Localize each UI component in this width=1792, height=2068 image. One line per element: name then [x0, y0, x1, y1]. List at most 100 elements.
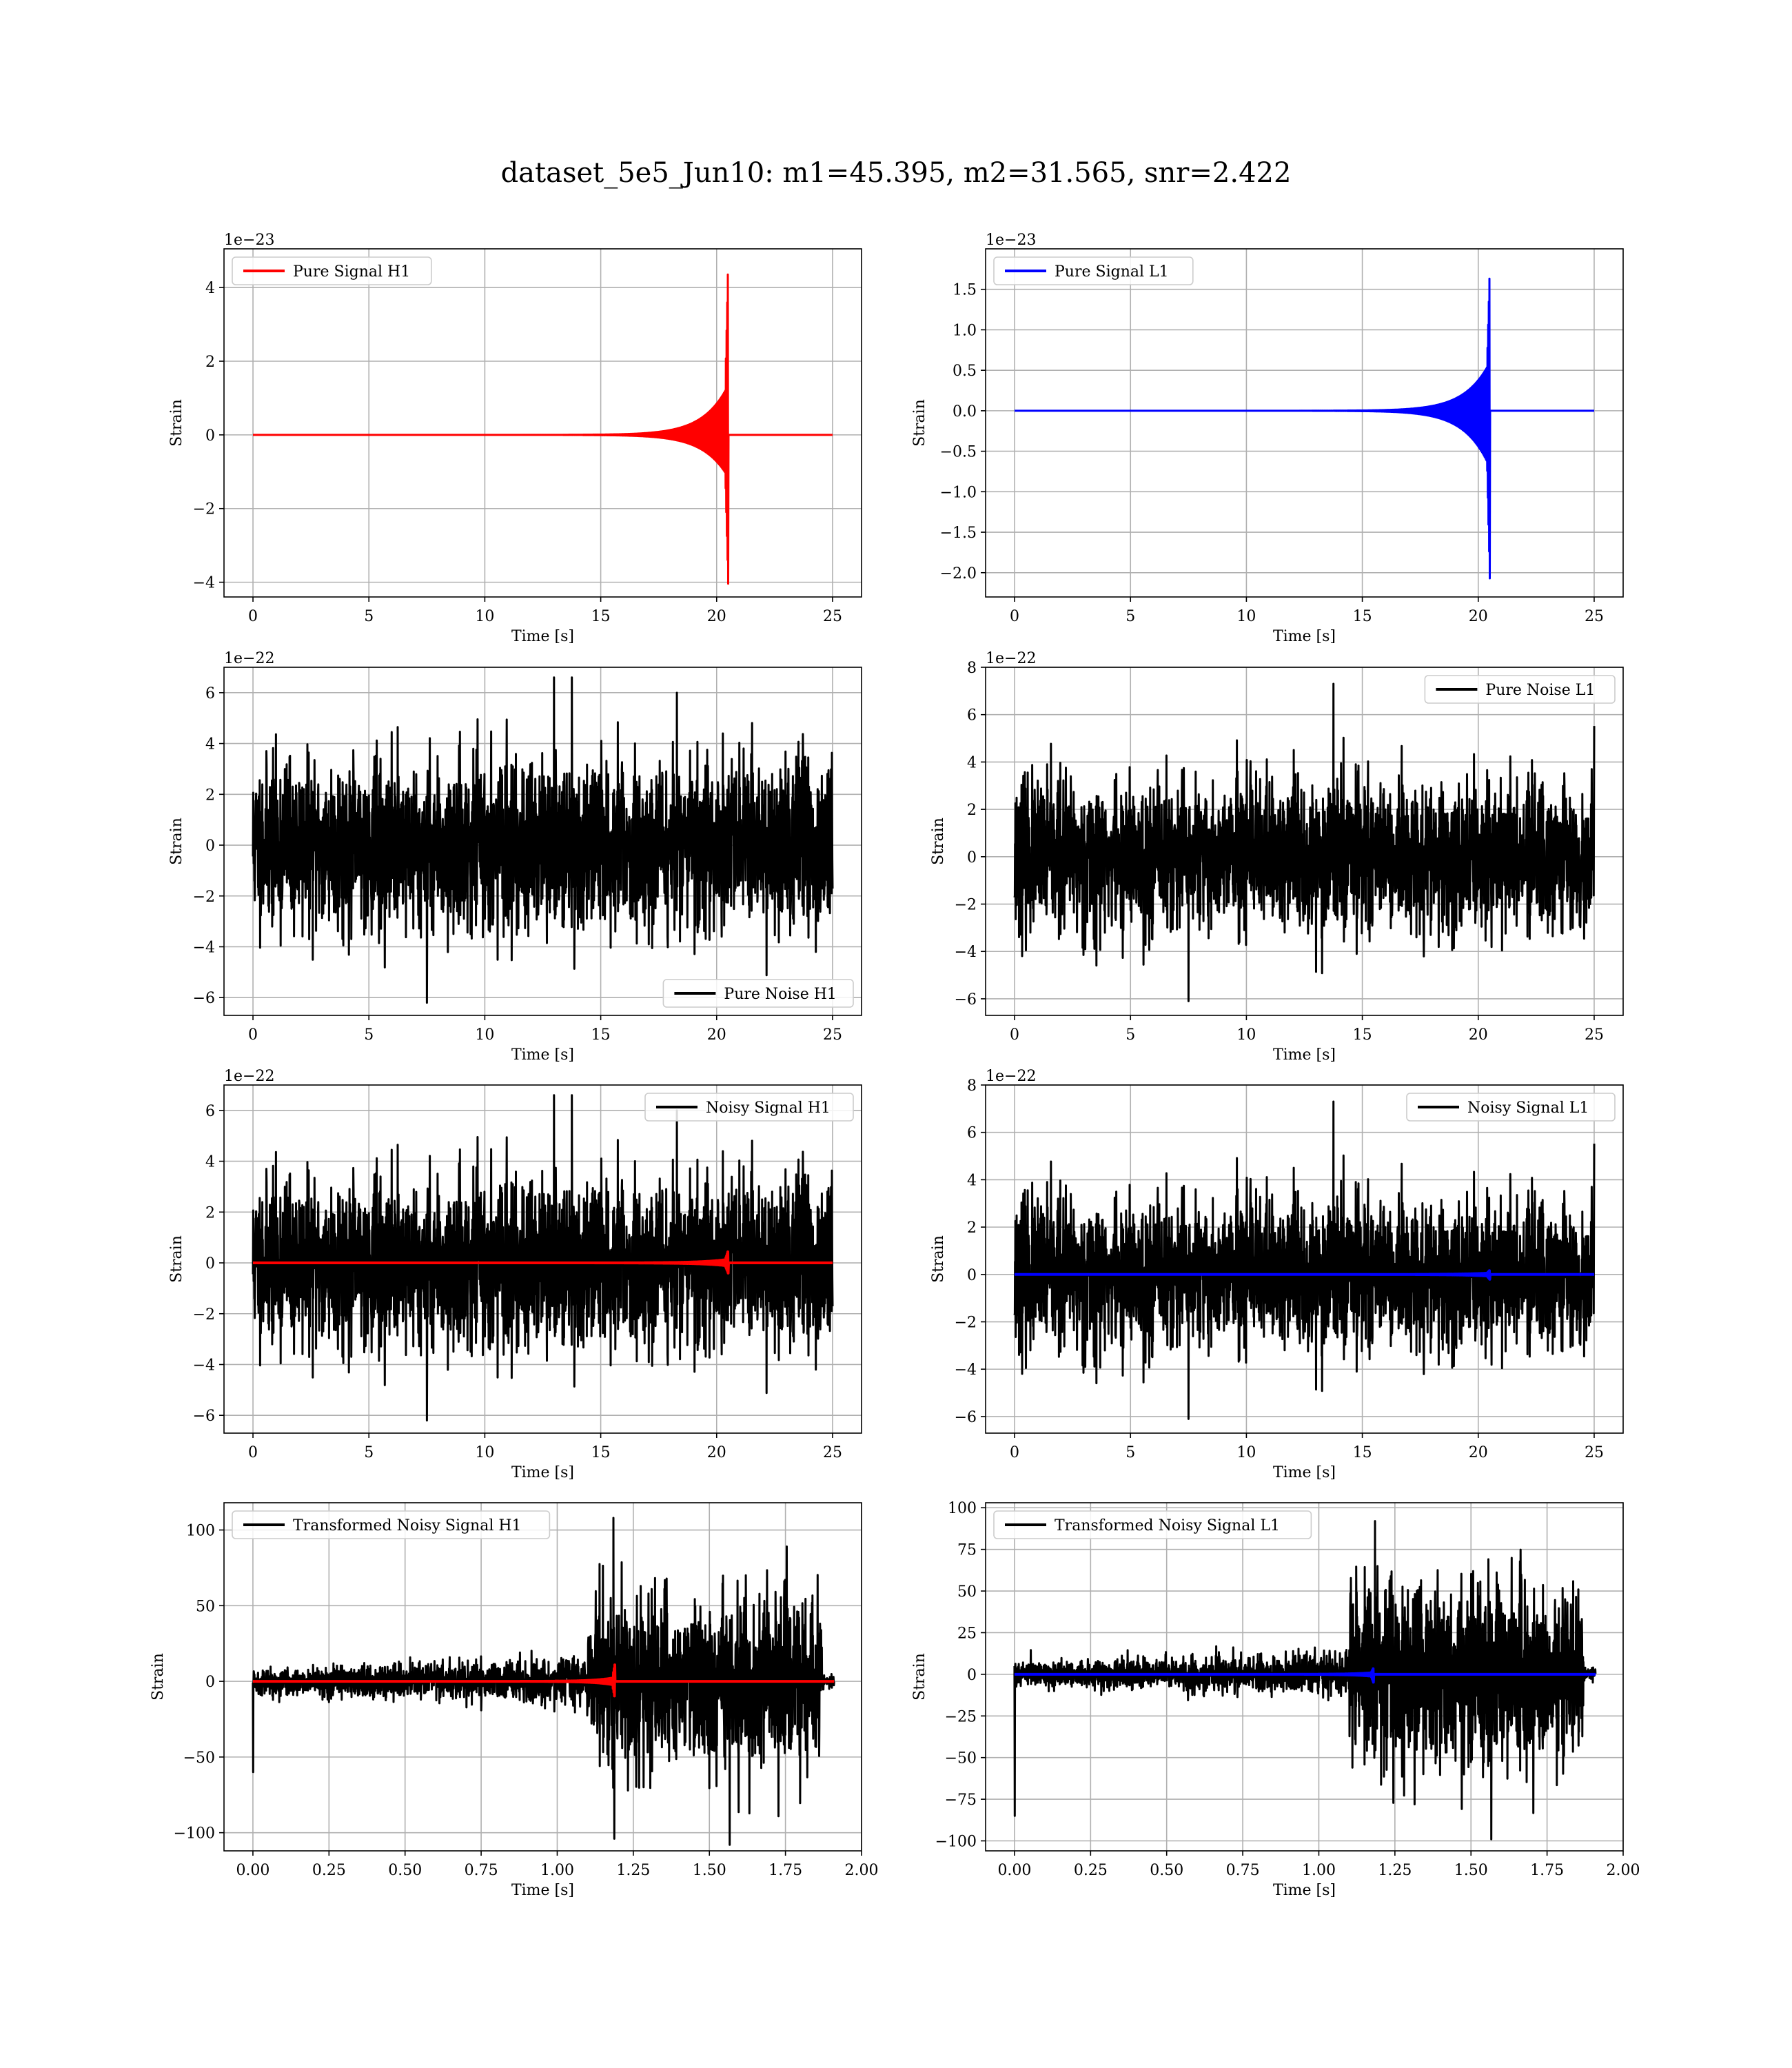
y-tick-label: −6	[193, 990, 215, 1007]
y-tick-label: −100	[935, 1834, 977, 1851]
legend-transformed-noisy-signal-h1: Transformed Noisy Signal H1	[232, 1510, 551, 1539]
y-tick-label: −4	[193, 939, 215, 956]
y-tick-label: −2.0	[940, 565, 977, 582]
x-tick-label: 10	[475, 608, 494, 625]
ticks-pure-noise-l1: 0 5 10 15 20 25 −6 −4 −2 0 2 4 6 8	[955, 660, 1604, 1044]
y-axis-label: Strain	[168, 399, 185, 447]
x-tick-label: 1.00	[540, 1862, 574, 1879]
y-tick-label: 6	[205, 685, 215, 702]
x-tick-label: 2.00	[1607, 1862, 1640, 1879]
y-axis-label: Strain	[168, 818, 185, 865]
y-tick-label: 0	[205, 427, 215, 445]
x-tick-label: 1.50	[1454, 1862, 1488, 1879]
x-tick-label: 10	[1236, 608, 1256, 625]
legend-label: Pure Noise L1	[1485, 682, 1595, 699]
x-tick-label: 1.50	[693, 1862, 726, 1879]
y-tick-label: −4	[193, 1357, 215, 1374]
series-line-pure-noise-h1-0	[252, 676, 834, 1004]
x-axis-label: Time [s]	[1273, 628, 1336, 645]
x-tick-label: 0	[1010, 1026, 1019, 1044]
y-tick-label: −4	[955, 944, 977, 961]
x-tick-label: 5	[1126, 608, 1135, 625]
axes-frame-transformed-noisy-signal-h1	[223, 1502, 862, 1852]
y-tick-label: −1.5	[940, 525, 977, 542]
series-line-transformed-noisy-signal-l1-0	[1013, 1520, 1597, 1841]
y-tick-label: 100	[948, 1500, 977, 1517]
x-tick-label: 20	[1469, 1444, 1488, 1461]
subplot-pure-signal-l1: 0 5 10 15 20 25 −2.0 −1.5 −1.0 −0.5 0.0 0.5 1.0 1.5 1e…	[911, 232, 1624, 645]
x-tick-label: 10	[1236, 1444, 1256, 1461]
x-tick-label: 10	[1236, 1026, 1256, 1044]
legend-pure-signal-h1: Pure Signal H1	[232, 256, 432, 285]
series-line-noisy-signal-l1-1	[1013, 1269, 1596, 1281]
x-tick-label: 5	[1126, 1026, 1135, 1044]
legend-label: Pure Noise H1	[724, 986, 837, 1003]
y-tick-label: 1.5	[953, 282, 977, 299]
y-tick-label: −4	[193, 575, 215, 592]
legend-box	[1406, 1093, 1616, 1122]
y-tick-label: 75	[957, 1542, 977, 1559]
axes-frame-noisy-signal-h1	[223, 1084, 862, 1434]
series-line-pure-signal-l1-0	[1014, 277, 1595, 580]
series-line-pure-signal-h1-0	[252, 273, 833, 585]
legend-box	[993, 256, 1194, 285]
y-tick-label: 0	[205, 1674, 215, 1691]
exponent-label: 1e−22	[224, 1068, 274, 1085]
axes-frame-pure-noise-h1	[223, 667, 862, 1016]
y-tick-label: −6	[193, 1408, 215, 1425]
legend-label: Noisy Signal L1	[1467, 1099, 1589, 1117]
x-tick-label: 0	[248, 1444, 258, 1461]
series-line-noisy-signal-h1-1	[252, 1250, 834, 1275]
x-tick-label: 1.00	[1302, 1862, 1336, 1879]
x-tick-label: 0	[248, 608, 258, 625]
subplot-transformed-noisy-signal-l1: 0.00 0.25 0.50 0.75 1.00 1.25 1.50 1.75 2.00 −100…	[911, 1500, 1640, 1899]
y-tick-label: 4	[205, 1154, 215, 1171]
y-tick-label: 0	[967, 849, 977, 866]
legend-pure-noise-h1: Pure Noise H1	[662, 979, 854, 1008]
x-tick-label: 15	[591, 608, 611, 625]
y-tick-label: 2	[205, 787, 215, 804]
x-tick-label: 20	[707, 1444, 726, 1461]
y-tick-label: −6	[955, 1409, 977, 1426]
y-axis-label: Strain	[930, 818, 947, 865]
x-axis-label: Time [s]	[511, 1464, 574, 1481]
x-tick-label: 0.50	[1150, 1862, 1183, 1879]
series-group-transformed-noisy-signal-h1	[252, 1517, 835, 1846]
x-tick-label: 25	[1585, 608, 1604, 625]
x-tick-label: 5	[1126, 1444, 1135, 1461]
x-tick-label: 20	[707, 608, 726, 625]
y-tick-label: 2	[967, 1219, 977, 1237]
series-line-transformed-noisy-signal-h1-1	[252, 1663, 835, 1698]
series-group-pure-signal-h1	[252, 273, 833, 585]
x-tick-label: 15	[1353, 1444, 1372, 1461]
legend-box	[662, 979, 854, 1008]
x-tick-label: 1.75	[768, 1862, 802, 1879]
series-group-transformed-noisy-signal-l1	[1013, 1520, 1597, 1841]
y-tick-label: −75	[945, 1792, 977, 1809]
y-tick-label: −2	[955, 1315, 977, 1332]
ticks-pure-signal-h1: 0 5 10 15 20 25 −4 −2 0 2 4	[193, 280, 842, 625]
y-tick-label: 50	[957, 1583, 977, 1601]
y-tick-label: 1.0	[953, 322, 977, 339]
y-tick-label: 25	[957, 1625, 977, 1642]
y-tick-label: −50	[183, 1750, 215, 1767]
axes-frame-pure-noise-l1	[985, 667, 1624, 1016]
x-axis-label: Time [s]	[511, 1046, 574, 1064]
y-tick-label: −100	[174, 1825, 215, 1843]
subplot-pure-signal-h1: 0 5 10 15 20 25 −4 −2 0 2 4 1e−23 Time [s] Strain Pure…	[168, 232, 862, 645]
x-tick-label: 20	[1469, 608, 1488, 625]
y-axis-label: Strain	[911, 1653, 928, 1701]
x-axis-label: Time [s]	[1273, 1046, 1336, 1064]
x-tick-label: 0.75	[465, 1862, 498, 1879]
ticks-pure-noise-h1: 0 5 10 15 20 25 −6 −4 −2 0 2 4 6	[193, 685, 842, 1044]
x-tick-label: 2.00	[845, 1862, 879, 1879]
legend-box	[644, 1093, 854, 1122]
x-tick-label: 15	[1353, 1026, 1372, 1044]
y-tick-label: −25	[945, 1708, 977, 1725]
legend-label: Pure Signal H1	[293, 263, 410, 281]
subplot-pure-noise-h1: 0 5 10 15 20 25 −6 −4 −2 0 2 4 6 1e−22 Time [s] Strain P…	[168, 650, 862, 1064]
legend-label: Noisy Signal H1	[706, 1099, 831, 1117]
y-tick-label: 0	[205, 838, 215, 855]
y-tick-label: −6	[955, 991, 977, 1008]
